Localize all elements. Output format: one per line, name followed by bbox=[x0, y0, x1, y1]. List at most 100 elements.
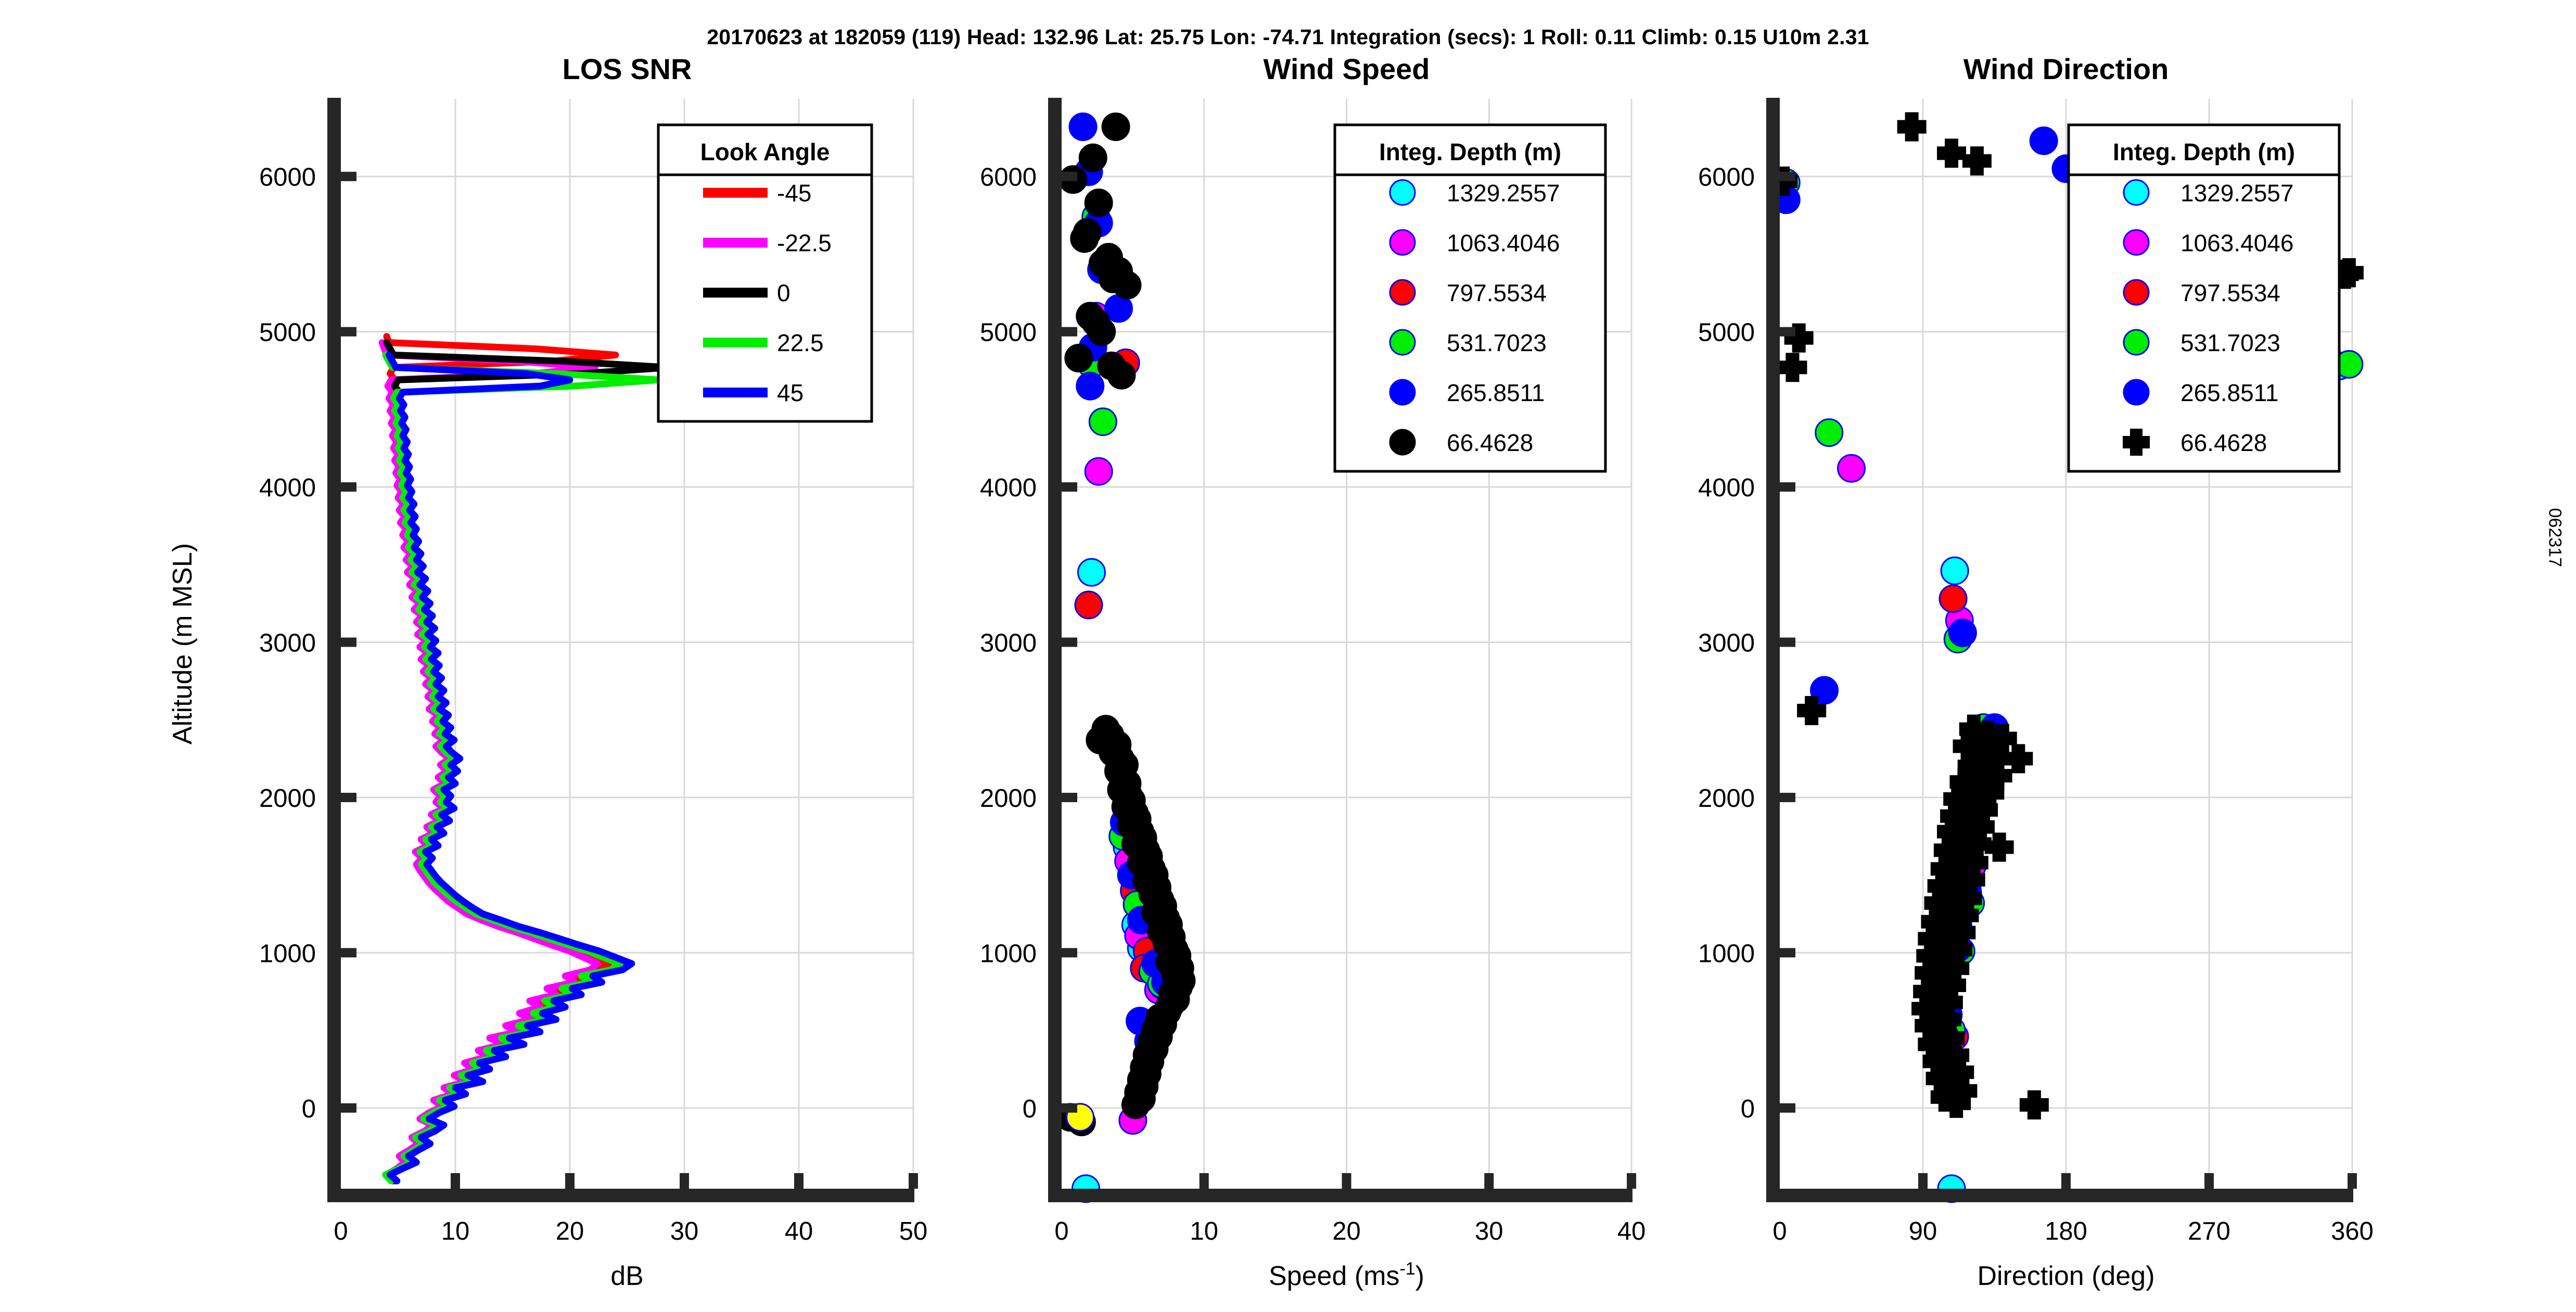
legend-item-label: 22.5 bbox=[777, 329, 824, 356]
y-tick-mark bbox=[1780, 482, 1795, 492]
y-axis-spine bbox=[327, 98, 341, 1202]
legend-item[interactable]: 1063.4046 bbox=[2123, 229, 2293, 256]
panel-title: LOS SNR bbox=[563, 53, 692, 85]
x-tick-label: 50 bbox=[899, 1217, 928, 1245]
y-tick-label: 0 bbox=[1023, 1095, 1037, 1123]
x-tick-mark bbox=[2061, 1173, 2071, 1189]
axis-ticks bbox=[1780, 172, 2357, 1189]
legend-item[interactable]: 1329.2557 bbox=[1389, 179, 1560, 207]
legend-swatch-line bbox=[703, 338, 768, 348]
legend-item[interactable]: 22.5 bbox=[703, 329, 824, 356]
x-tick-label: 20 bbox=[556, 1217, 584, 1245]
x-tick-label: 30 bbox=[1475, 1217, 1503, 1245]
y-tick-mark bbox=[1062, 792, 1077, 802]
legend-item-label: 1329.2557 bbox=[1447, 179, 1560, 207]
legend-item[interactable]: 0 bbox=[703, 279, 790, 306]
y-tick-mark bbox=[1780, 172, 1795, 182]
x-axis-label: Direction (deg) bbox=[1977, 1261, 2154, 1291]
x-axis-spine bbox=[1048, 1189, 1633, 1202]
legend-item-label: 0 bbox=[777, 279, 790, 306]
legend-item[interactable]: -45 bbox=[703, 179, 811, 207]
marker-circle bbox=[2029, 126, 2058, 156]
axes-spines bbox=[327, 98, 914, 1202]
y-tick-label: 5000 bbox=[1698, 319, 1755, 347]
y-tick-label: 5000 bbox=[259, 319, 316, 347]
y-tick-label: 4000 bbox=[259, 474, 316, 502]
x-tick-label: 0 bbox=[1772, 1217, 1787, 1245]
y-tick-mark bbox=[341, 172, 356, 182]
legend-marker-circle bbox=[2123, 329, 2150, 356]
legend-item-label: 531.7023 bbox=[2180, 329, 2280, 356]
legend-marker-circle bbox=[2123, 279, 2150, 306]
y-tick-mark bbox=[341, 948, 356, 958]
marker-plus bbox=[1959, 848, 1988, 878]
marker-plus bbox=[1937, 971, 1966, 1000]
marker-plus bbox=[1933, 987, 1963, 1017]
y-tick-label: 1000 bbox=[1698, 940, 1755, 968]
legend-item-label: 531.7023 bbox=[1447, 329, 1547, 356]
y-tick-label: 0 bbox=[302, 1095, 316, 1123]
x-tick-mark bbox=[794, 1173, 804, 1189]
marker-circle bbox=[1940, 556, 1969, 585]
y-tick-mark bbox=[341, 637, 356, 647]
legend-item-label: 265.8511 bbox=[1447, 379, 1545, 406]
tick-labels: 0 10 20 30 40 50 0 1000 2000 3000 4000 5000 6000 bbox=[259, 163, 927, 1245]
x-tick-mark bbox=[451, 1173, 460, 1189]
marker-circle bbox=[1815, 418, 1844, 447]
x-tick-mark bbox=[1342, 1173, 1351, 1189]
legend-swatch-line bbox=[703, 238, 768, 248]
legend-item-label: 1329.2557 bbox=[2180, 179, 2293, 207]
x-tick-label: 20 bbox=[1332, 1217, 1361, 1245]
y-tick-label: 3000 bbox=[980, 629, 1037, 658]
legend-marker-circle bbox=[1389, 179, 1416, 206]
legend-item[interactable]: 66.4628 bbox=[2123, 429, 2267, 456]
legend-item-label: 45 bbox=[777, 379, 804, 406]
y-tick-label: 2000 bbox=[1698, 784, 1755, 813]
legend-item[interactable]: 797.5534 bbox=[2123, 279, 2280, 306]
axes-spines bbox=[1766, 98, 2353, 1202]
y-tick-mark bbox=[341, 1103, 356, 1113]
y-tick-mark bbox=[1062, 637, 1077, 647]
y-axis-spine bbox=[1766, 98, 1780, 1202]
marker-plus bbox=[1975, 778, 2005, 807]
legend-box bbox=[1333, 123, 1607, 473]
tick-labels: 0 90 180 270 360 0 1000 2000 3000 4000 5000 6000 bbox=[1698, 163, 2374, 1245]
marker-plus bbox=[1943, 935, 1973, 964]
legend-item[interactable]: 66.4628 bbox=[1389, 429, 1533, 456]
figure-suptitle: 20170623 at 182059 (119) Head: 132.96 La… bbox=[707, 25, 1869, 49]
x-axis-spine bbox=[327, 1189, 914, 1202]
legend-marker-circle bbox=[1389, 379, 1416, 406]
marker-plus bbox=[1956, 865, 1985, 895]
y-tick-mark bbox=[1062, 327, 1077, 337]
legend-item[interactable]: 531.7023 bbox=[2123, 329, 2280, 356]
series-line bbox=[385, 351, 635, 1185]
legend-item[interactable]: 1063.4046 bbox=[1389, 229, 1560, 256]
legend-box bbox=[657, 123, 873, 423]
y-tick-mark bbox=[1780, 948, 1795, 958]
marker-plus bbox=[1983, 761, 2012, 791]
x-axis-label: dB bbox=[610, 1261, 644, 1291]
x-tick-label: 10 bbox=[1190, 1217, 1218, 1245]
legend-marker-plus bbox=[2123, 429, 2150, 456]
x-tick-label: 0 bbox=[1054, 1217, 1068, 1245]
x-tick-label: 360 bbox=[2331, 1217, 2374, 1245]
legend-item[interactable]: -22.5 bbox=[703, 229, 832, 256]
x-tick-mark bbox=[2204, 1173, 2214, 1189]
marker-plus bbox=[1962, 146, 1992, 176]
x-tick-mark bbox=[680, 1173, 689, 1189]
legend-item[interactable]: 45 bbox=[703, 379, 804, 406]
legend-item[interactable]: 531.7023 bbox=[1389, 329, 1547, 356]
y-axis-label: Altitude (m MSL) bbox=[168, 543, 198, 744]
legend-item[interactable]: 797.5534 bbox=[1389, 279, 1547, 306]
legend-box bbox=[2067, 123, 2341, 473]
y-tick-mark bbox=[1062, 172, 1077, 182]
y-tick-mark bbox=[1780, 637, 1795, 647]
legend-item[interactable]: 265.8511 bbox=[2123, 379, 2278, 406]
legend-item[interactable]: 265.8511 bbox=[1389, 379, 1545, 406]
legend-item[interactable]: 1329.2557 bbox=[2123, 179, 2293, 207]
legend-item-label: 797.5534 bbox=[1447, 279, 1547, 306]
legend-item-label: 265.8511 bbox=[2180, 379, 2278, 406]
axis-ticks bbox=[1062, 172, 1636, 1189]
marker-plus bbox=[1937, 138, 1966, 168]
legend-marker-circle bbox=[1389, 279, 1416, 306]
